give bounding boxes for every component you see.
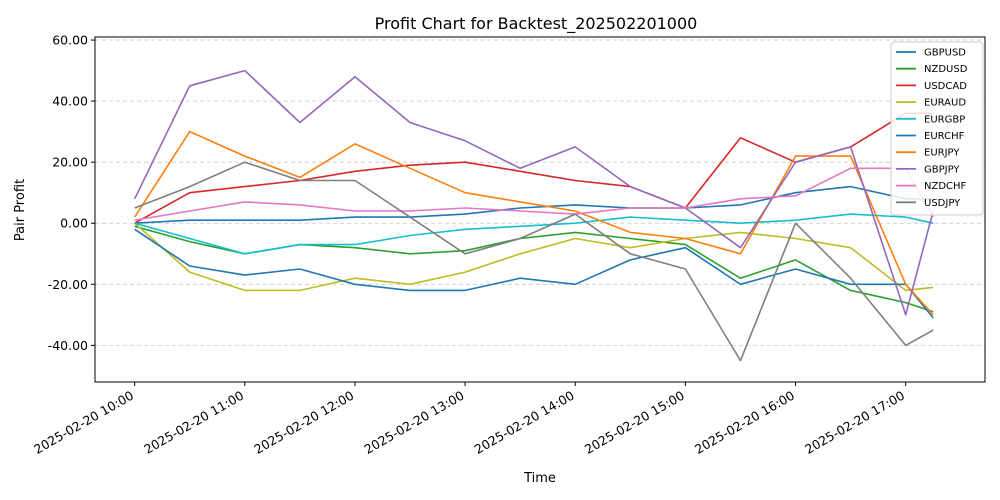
series-line-euraud — [134, 222, 934, 292]
y-axis: -40.00 -20.00 0.00 20.00 40.00 60.00 — [48, 33, 95, 353]
series-line-gbpjpy — [133, 69, 934, 316]
legend-label: EURAUD — [924, 98, 966, 109]
y-tick-label: 60.00 — [52, 33, 88, 48]
legend-label: NZDUSD — [924, 64, 968, 75]
y-axis-title: Pair Profit — [13, 179, 28, 241]
legend-label: EURJPY — [924, 148, 960, 159]
x-axis-title: Time — [523, 471, 556, 486]
legend-label: EURGBP — [924, 114, 965, 125]
series-lines — [133, 69, 934, 362]
legend-label: USDJPY — [924, 198, 961, 209]
y-tick-label: 20.00 — [52, 155, 88, 170]
chart-title: Profit Chart for Backtest_202502201000 — [375, 14, 698, 34]
legend-label: GBPUSD — [924, 48, 966, 59]
y-tick-label: 0.00 — [60, 216, 88, 231]
plot-frame — [94, 36, 986, 383]
legend: GBPUSD NZDUSD USDCAD EURAUD EURGBP EURCHF EURJ… — [890, 41, 984, 216]
legend-label: NZDCHF — [924, 181, 967, 192]
legend-label: GBPJPY — [924, 164, 960, 175]
legend-label: EURCHF — [924, 131, 965, 142]
y-tick-label: -20.00 — [48, 277, 88, 292]
series-line-usdjpy — [134, 161, 934, 362]
series-line-nzdchf — [134, 167, 934, 221]
series-line-eurchf — [134, 228, 934, 319]
y-tick-label: -40.00 — [48, 338, 88, 353]
legend-label: USDCAD — [924, 81, 967, 92]
series-line-eurjpy — [134, 130, 934, 316]
series-line-eurgbp — [134, 213, 934, 255]
y-tick-label: 40.00 — [52, 94, 88, 109]
